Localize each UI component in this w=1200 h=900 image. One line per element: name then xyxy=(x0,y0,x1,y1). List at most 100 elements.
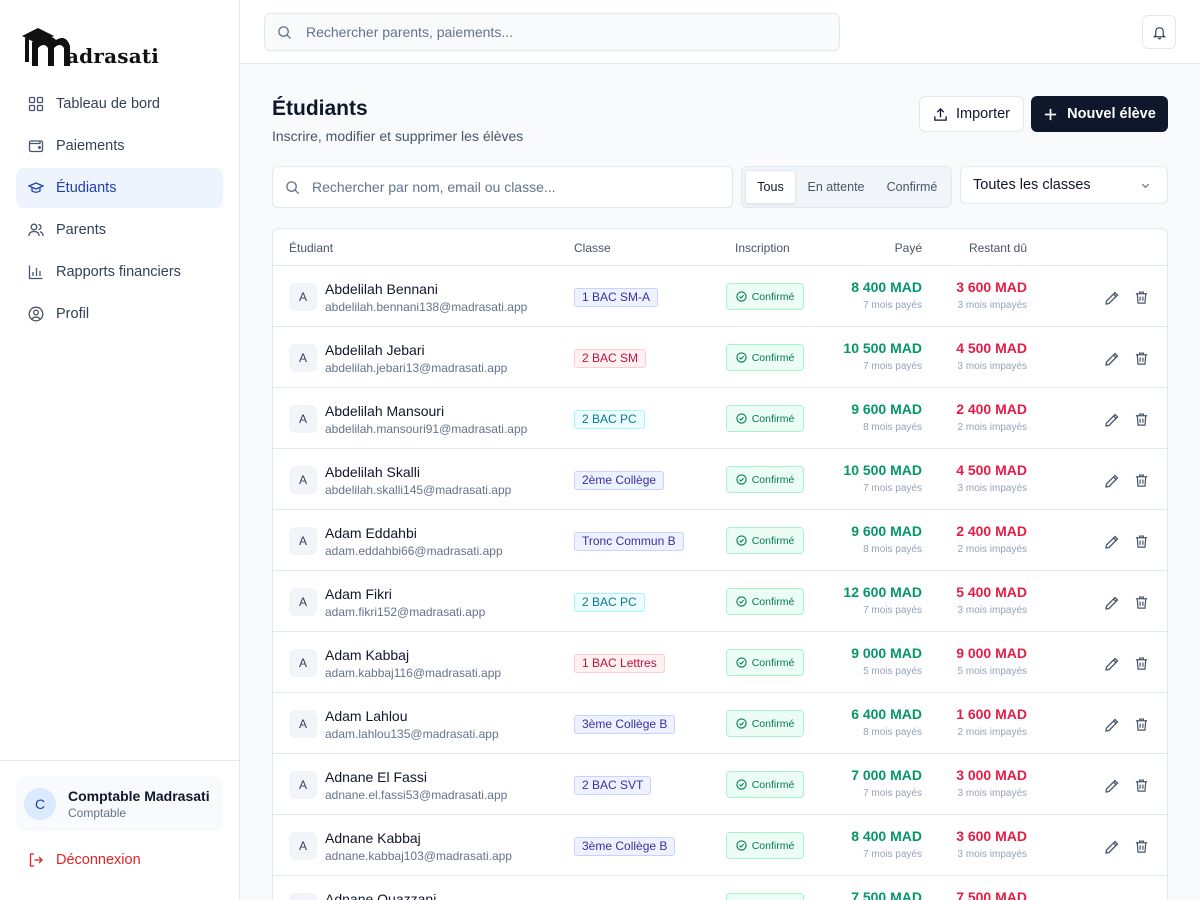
paid-cell: 6 400 MAD 8 mois payés xyxy=(851,706,922,738)
col-class[interactable]: Classe xyxy=(574,241,611,255)
table-row[interactable]: A Adam Eddahbi adam.eddahbi66@madrasati.ap… xyxy=(273,510,1167,571)
trash-icon[interactable] xyxy=(1134,412,1149,427)
check-circle-icon xyxy=(736,657,747,668)
search-icon xyxy=(286,180,300,194)
status-badge: Confirmé xyxy=(726,344,804,371)
sidebar: adrasati Tableau de bord Paiements Étudi… xyxy=(0,0,240,900)
paid-amount: 6 400 MAD xyxy=(851,706,922,722)
tab-confirmed[interactable]: Confirmé xyxy=(886,180,938,194)
tab-pending[interactable]: En attente xyxy=(807,180,865,194)
brand-name: adrasati xyxy=(66,44,160,68)
trash-icon[interactable] xyxy=(1134,290,1149,305)
global-search[interactable] xyxy=(264,13,840,51)
edit-icon[interactable] xyxy=(1104,534,1120,550)
user-card[interactable]: C Comptable Madrasati Comptable xyxy=(16,776,223,831)
class-select[interactable]: Toutes les classes xyxy=(960,166,1168,204)
student-avatar: A xyxy=(289,283,317,311)
wallet-icon xyxy=(28,138,44,154)
due-amount: 7 500 MAD xyxy=(956,889,1027,900)
col-student[interactable]: Étudiant xyxy=(289,241,334,255)
user-name: Comptable Madrasati xyxy=(68,787,210,804)
check-circle-icon xyxy=(736,535,747,546)
paid-cell: 8 400 MAD 7 mois payés xyxy=(851,828,922,860)
col-paid[interactable]: Payé xyxy=(894,241,922,255)
paid-months: 8 mois payés xyxy=(863,544,922,555)
student-email: adam.kabbaj116@madrasati.app xyxy=(325,666,502,680)
table-row[interactable]: A Adnane Kabbaj adnane.kabbaj103@madrasati… xyxy=(273,815,1167,876)
student-avatar: A xyxy=(289,588,317,616)
due-months: 3 mois impayés xyxy=(957,300,1027,311)
due-cell: 7 500 MAD xyxy=(956,889,1027,900)
new-student-button[interactable]: Nouvel élève xyxy=(1031,96,1168,132)
tab-all[interactable]: Tous xyxy=(745,170,796,204)
edit-icon[interactable] xyxy=(1104,351,1120,367)
trash-icon[interactable] xyxy=(1134,595,1149,610)
edit-icon[interactable] xyxy=(1104,290,1120,306)
due-amount: 3 600 MAD xyxy=(956,279,1027,295)
logout-label: Déconnexion xyxy=(56,852,141,868)
app-logo[interactable]: adrasati xyxy=(20,18,159,68)
import-button[interactable]: Importer xyxy=(919,96,1024,132)
table-row[interactable]: A Abdelilah Jebari abdelilah.jebari13@madr… xyxy=(273,327,1167,388)
student-search[interactable] xyxy=(272,166,733,208)
student-avatar: A xyxy=(289,649,317,677)
table-row[interactable]: A Adam Fikri adam.fikri152@madrasati.app 2 … xyxy=(273,571,1167,632)
student-name: Adam Fikri xyxy=(325,586,392,602)
trash-icon[interactable] xyxy=(1134,351,1149,366)
due-months: 2 mois impayés xyxy=(957,727,1027,738)
notifications-button[interactable] xyxy=(1142,15,1176,49)
due-cell: 3 600 MAD 3 mois impayés xyxy=(956,828,1027,860)
col-due[interactable]: Restant dû xyxy=(968,241,1027,255)
edit-icon[interactable] xyxy=(1104,839,1120,855)
due-amount: 4 500 MAD xyxy=(956,340,1027,356)
table-row[interactable]: A Adam Lahlou adam.lahlou135@madrasati.app… xyxy=(273,693,1167,754)
edit-icon[interactable] xyxy=(1104,473,1120,489)
status-label: Confirmé xyxy=(751,778,795,791)
student-email: abdelilah.bennani138@madrasati.app xyxy=(325,300,528,314)
status-badge: Confirmé xyxy=(726,832,804,859)
edit-icon[interactable] xyxy=(1104,595,1120,611)
due-cell: 4 500 MAD 3 mois impayés xyxy=(956,340,1027,372)
chevron-down-icon xyxy=(1141,183,1150,189)
table-body: A Abdelilah Bennani abdelilah.bennani138@m… xyxy=(273,266,1167,900)
upload-icon xyxy=(934,107,947,121)
trash-icon[interactable] xyxy=(1134,473,1149,488)
student-email: adnane.el.fassi53@madrasati.app xyxy=(325,788,508,802)
sidebar-item-dashboard[interactable]: Tableau de bord xyxy=(16,84,223,124)
trash-icon[interactable] xyxy=(1134,534,1149,549)
global-search-input[interactable] xyxy=(306,24,812,40)
sidebar-item-parents[interactable]: Parents xyxy=(16,210,223,250)
edit-icon[interactable] xyxy=(1104,717,1120,733)
trash-icon[interactable] xyxy=(1134,778,1149,793)
table-row[interactable]: A Adnane Ouazzani 7 500 MAD 7 500 MAD xyxy=(273,876,1167,900)
sidebar-item-label: Étudiants xyxy=(56,180,117,196)
table-row[interactable]: A Abdelilah Mansouri abdelilah.mansouri91@… xyxy=(273,388,1167,449)
trash-icon[interactable] xyxy=(1134,717,1149,732)
status-label: Confirmé xyxy=(751,290,795,303)
bar-chart-icon xyxy=(28,264,44,280)
paid-months: 8 mois payés xyxy=(863,422,922,433)
table-row[interactable]: A Abdelilah Skalli abdelilah.skalli145@mad… xyxy=(273,449,1167,510)
logout-button[interactable]: Déconnexion xyxy=(28,852,141,868)
edit-icon[interactable] xyxy=(1104,656,1120,672)
sidebar-item-reports[interactable]: Rapports financiers xyxy=(16,252,223,292)
student-search-input[interactable] xyxy=(312,179,715,195)
table-header: Étudiant Classe Inscription Payé Restant… xyxy=(273,229,1167,266)
graduation-cap-icon xyxy=(28,180,44,196)
sidebar-item-students[interactable]: Étudiants xyxy=(16,168,223,208)
student-avatar: A xyxy=(289,832,317,860)
trash-icon[interactable] xyxy=(1134,839,1149,854)
edit-icon[interactable] xyxy=(1104,412,1120,428)
paid-amount: 8 400 MAD xyxy=(851,279,922,295)
sidebar-item-payments[interactable]: Paiements xyxy=(16,126,223,166)
due-cell: 9 000 MAD 5 mois impayés xyxy=(956,645,1027,677)
table-row[interactable]: A Adnane El Fassi adnane.el.fassi53@madras… xyxy=(273,754,1167,815)
due-cell: 5 400 MAD 3 mois impayés xyxy=(956,584,1027,616)
edit-icon[interactable] xyxy=(1104,778,1120,794)
trash-icon[interactable] xyxy=(1134,656,1149,671)
paid-months: 5 mois payés xyxy=(863,666,922,677)
table-row[interactable]: A Abdelilah Bennani abdelilah.bennani138@m… xyxy=(273,266,1167,327)
col-enrollment[interactable]: Inscription xyxy=(735,241,790,255)
sidebar-item-profile[interactable]: Profil xyxy=(16,294,223,334)
table-row[interactable]: A Adam Kabbaj adam.kabbaj116@madrasati.app… xyxy=(273,632,1167,693)
